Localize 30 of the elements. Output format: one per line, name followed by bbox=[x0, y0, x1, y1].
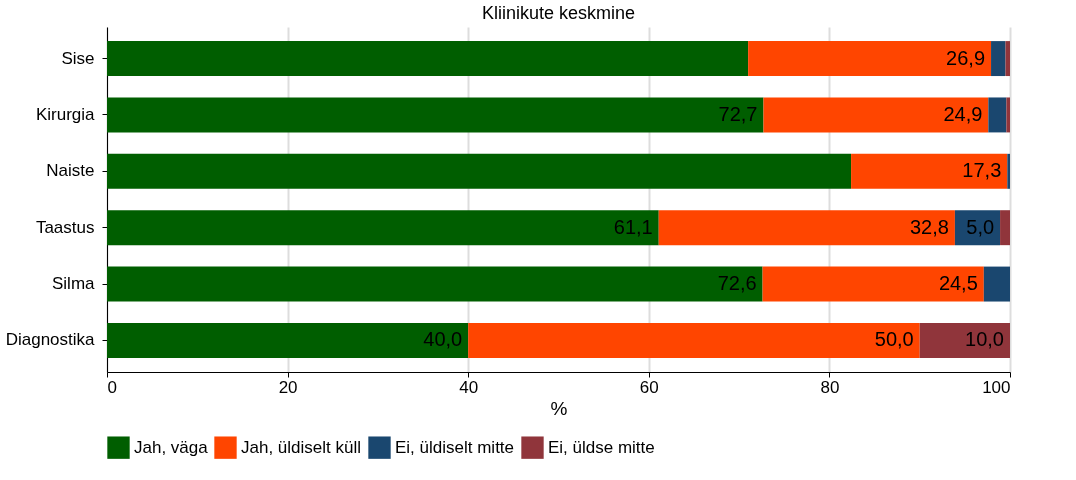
x-tick-label: 100 bbox=[982, 377, 1011, 397]
data-label: 32,8 bbox=[909, 215, 949, 238]
legend-label: Ei, üldiselt mitte bbox=[395, 437, 515, 457]
x-tick-label: 60 bbox=[639, 377, 659, 397]
chart-title: Kliinikute keskmine bbox=[481, 3, 636, 23]
data-label: 24,5 bbox=[938, 272, 978, 295]
data-label: 72,7 bbox=[718, 102, 758, 125]
y-tick-label: Naiste bbox=[46, 161, 95, 181]
y-tick-label: Sise bbox=[61, 48, 95, 68]
x-tick-label: 20 bbox=[278, 377, 298, 397]
y-tick-label: Diagnostika bbox=[5, 330, 96, 350]
data-label: 26,9 bbox=[946, 46, 986, 69]
legend-label: Jah, üldiselt küll bbox=[241, 437, 362, 457]
data-label: 24,9 bbox=[943, 102, 983, 125]
data-label: 17,3 bbox=[962, 159, 1002, 182]
data-label: 50,0 bbox=[874, 328, 914, 351]
data-label: 40,0 bbox=[423, 328, 463, 351]
x-tick-label: 40 bbox=[459, 377, 479, 397]
x-axis-title: % bbox=[550, 397, 568, 419]
y-tick-label: Kirurgia bbox=[35, 104, 96, 124]
x-tick-label: 80 bbox=[820, 377, 840, 397]
data-label: 5,0 bbox=[966, 215, 995, 238]
legend-label: Jah, väga bbox=[134, 437, 209, 457]
data-label: 61,1 bbox=[613, 215, 653, 238]
x-tick-label: 0 bbox=[107, 377, 117, 397]
data-label: 10,0 bbox=[965, 328, 1004, 351]
y-tick-label: Silma bbox=[51, 274, 96, 294]
data-label: 72,6 bbox=[717, 272, 757, 295]
legend-label: Ei, üldse mitte bbox=[548, 437, 655, 457]
y-tick-label: Taastus bbox=[35, 217, 95, 237]
